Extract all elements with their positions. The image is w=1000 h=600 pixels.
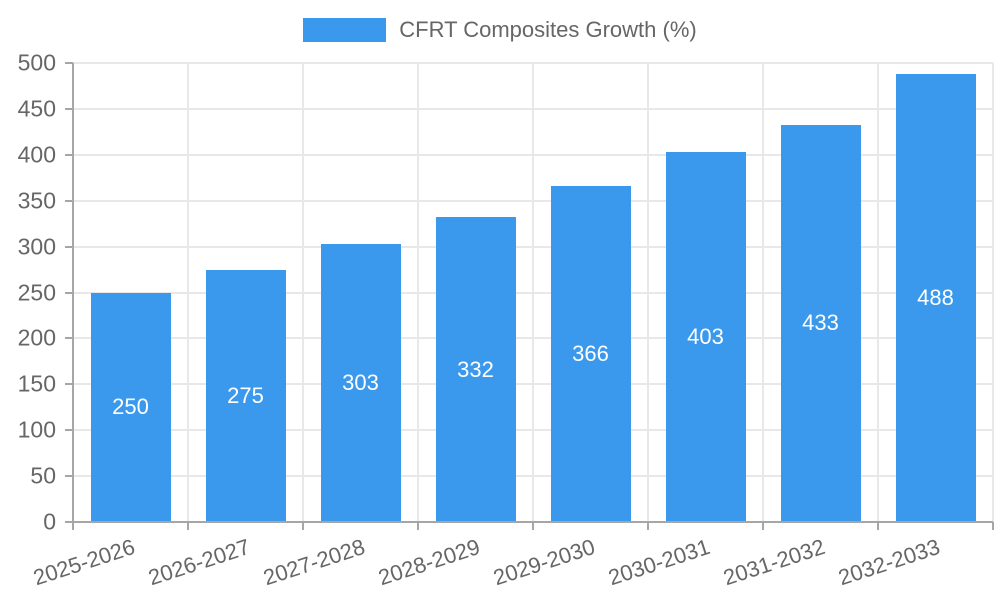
x-axis-tick-label: 2026-2027 xyxy=(145,534,254,591)
bar[interactable] xyxy=(320,243,401,522)
x-tick-mark xyxy=(72,522,74,530)
x-axis-tick-label: 2029-2030 xyxy=(490,534,599,591)
y-axis-tick-label: 300 xyxy=(17,233,56,260)
x-tick-mark xyxy=(302,522,304,530)
bar[interactable] xyxy=(780,124,861,522)
y-axis-tick-label: 450 xyxy=(17,95,56,122)
y-axis-tick-label: 350 xyxy=(17,187,56,214)
bar-value-label: 366 xyxy=(572,341,609,366)
y-tick-mark xyxy=(65,291,73,294)
bar-value-label: 332 xyxy=(457,356,494,382)
v-gridline xyxy=(992,63,994,522)
x-axis-tick-label: 2025-2026 xyxy=(30,534,139,591)
bar-value-label: 275 xyxy=(227,382,264,408)
x-axis-tick-label: 2030-2031 xyxy=(605,534,714,591)
x-axis-tick-label: 2031-2032 xyxy=(720,534,829,591)
y-tick-mark xyxy=(65,521,73,523)
x-axis-tick-label: 2027-2028 xyxy=(260,534,369,591)
y-axis-tick-label: 150 xyxy=(17,370,56,397)
x-axis-tick-label: 2032-2033 xyxy=(835,534,944,591)
bar[interactable] xyxy=(435,217,516,522)
x-tick-mark xyxy=(992,522,994,530)
y-axis-tick-label: 400 xyxy=(17,141,56,168)
v-gridline xyxy=(532,63,534,522)
bar[interactable] xyxy=(550,186,631,522)
bar[interactable] xyxy=(895,74,976,522)
v-gridline xyxy=(417,63,419,522)
y-tick-mark xyxy=(65,245,73,248)
legend-label: CFRT Composites Growth (%) xyxy=(399,17,697,42)
y-axis-tick-label: 50 xyxy=(30,462,56,489)
y-tick-mark xyxy=(65,429,73,432)
bar-value-label: 488 xyxy=(917,285,954,310)
legend-swatch xyxy=(303,18,387,42)
y-axis-tick-label: 500 xyxy=(17,49,56,76)
y-axis-tick-label: 250 xyxy=(17,279,56,305)
bar-value-label: 433 xyxy=(802,310,839,336)
x-axis-tick-label: 2028-2029 xyxy=(375,534,484,591)
y-tick-mark xyxy=(65,107,73,110)
y-tick-mark xyxy=(65,475,73,478)
chart-legend[interactable]: CFRT Composites Growth (%) xyxy=(0,14,1000,46)
x-tick-mark xyxy=(187,522,189,530)
x-tick-mark xyxy=(647,522,649,530)
y-tick-mark xyxy=(65,337,73,340)
bar-value-label: 303 xyxy=(342,369,379,395)
bar[interactable] xyxy=(90,292,171,522)
bar-value-label: 403 xyxy=(687,324,724,350)
x-tick-mark xyxy=(417,522,419,530)
bar[interactable] xyxy=(665,152,746,522)
v-gridline xyxy=(877,63,879,522)
v-gridline xyxy=(187,63,189,522)
v-gridline xyxy=(762,63,764,522)
y-axis-line xyxy=(72,63,74,522)
y-tick-mark xyxy=(65,383,73,386)
y-axis-tick-label: 0 xyxy=(43,508,56,535)
v-gridline xyxy=(647,63,649,522)
y-axis-tick-label: 100 xyxy=(17,416,56,443)
x-tick-mark xyxy=(532,522,534,530)
bar[interactable] xyxy=(205,269,286,522)
y-tick-mark xyxy=(65,153,73,156)
bar-value-label: 250 xyxy=(112,394,149,420)
y-tick-mark xyxy=(65,199,73,202)
x-tick-mark xyxy=(762,522,764,530)
y-tick-mark xyxy=(65,62,73,64)
x-tick-mark xyxy=(877,522,879,530)
x-axis-line xyxy=(72,521,993,523)
v-gridline xyxy=(302,63,304,522)
y-axis-tick-label: 200 xyxy=(17,324,56,351)
